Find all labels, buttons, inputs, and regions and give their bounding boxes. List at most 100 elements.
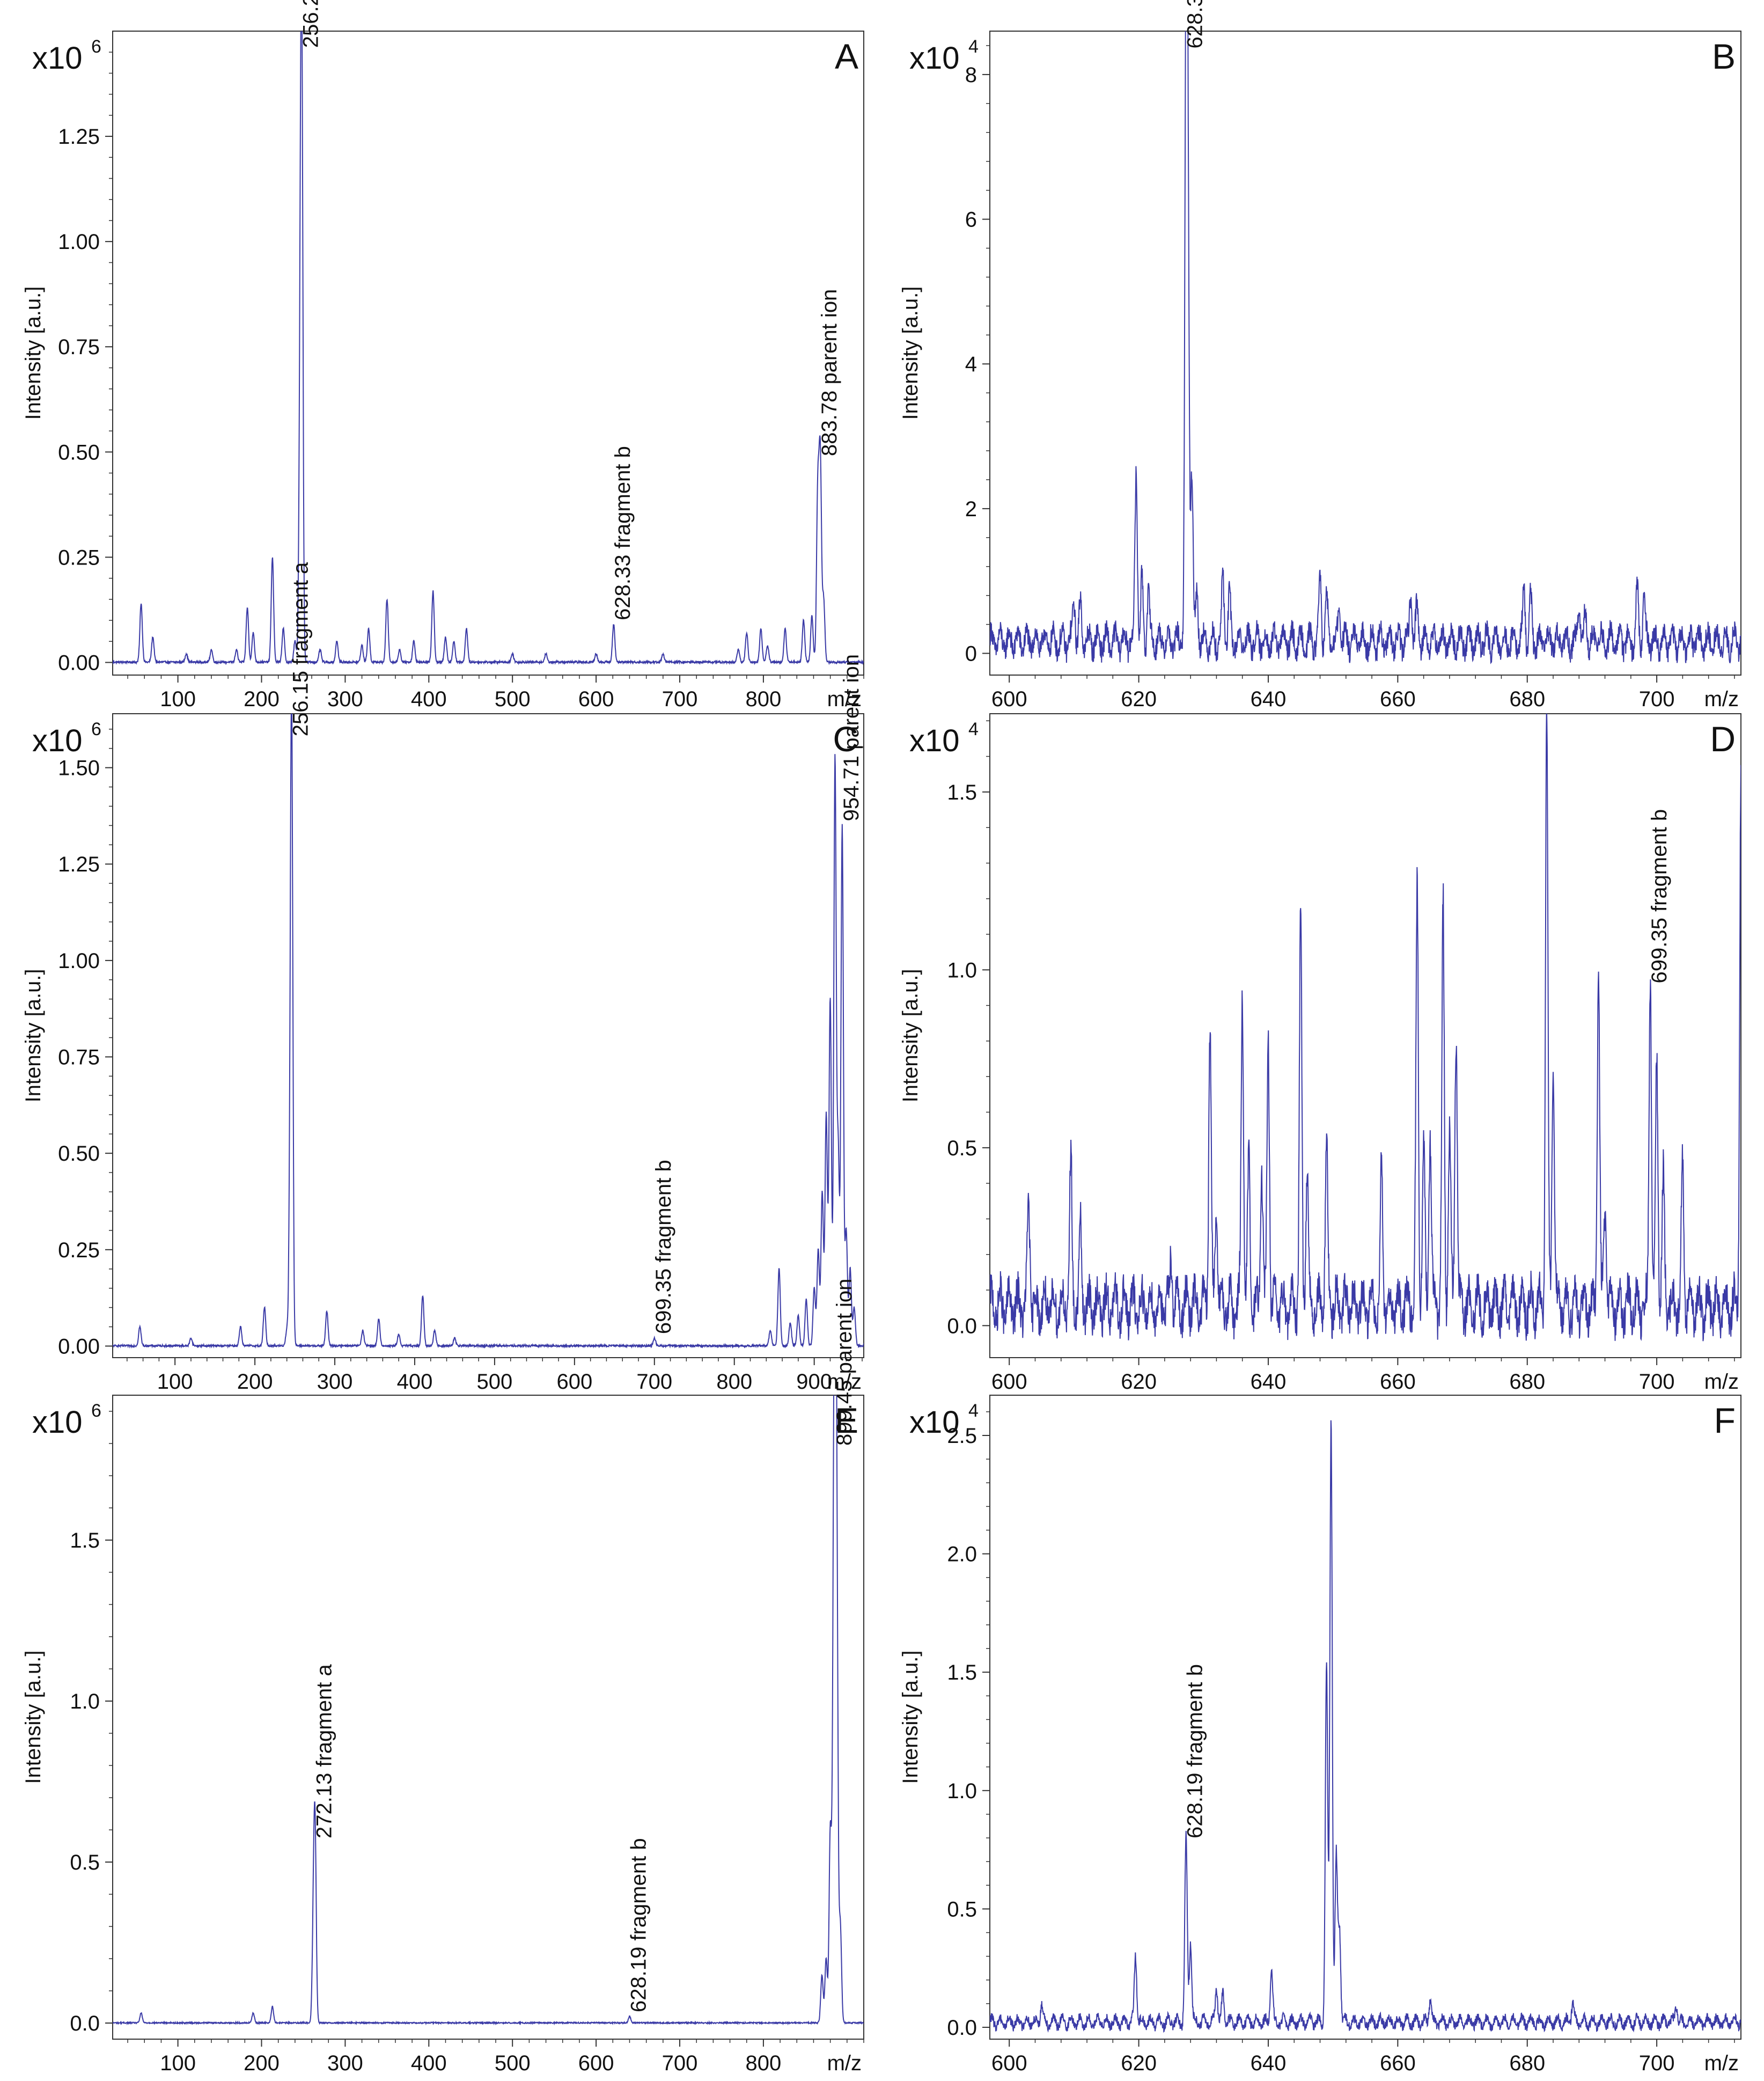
- spectrum-trace: [990, 1420, 1741, 2033]
- x-tick-label: 640: [1251, 687, 1287, 711]
- x-tick-label: 660: [1380, 1370, 1416, 1394]
- x-tick-label: 600: [578, 2051, 614, 2075]
- y-tick-label: 0.50: [58, 1142, 100, 1166]
- x-axis-label: m/z: [1704, 687, 1739, 711]
- x-tick-label: 100: [157, 1370, 193, 1394]
- peak-annotation: 699.35 fragment b: [1648, 809, 1671, 984]
- y-axis-label: Intensity [a.u.]: [899, 286, 922, 420]
- peak-annotation: 272.13 fragment a: [312, 1664, 336, 1838]
- peak-annotation: 256.15 fragment a: [289, 562, 313, 736]
- y-tick-label: 0.75: [58, 1046, 100, 1069]
- x-tick-label: 100: [160, 687, 196, 711]
- peak-annotation: 256.26 fragment a: [299, 0, 322, 48]
- y-tick-label: 1.50: [58, 757, 100, 780]
- y-tick-label: 2.0: [947, 1543, 977, 1566]
- panel-F: 600 620 640 660 680 700 0.0 0.5 1.0 1.5 2.0 2.5 Inte…: [899, 1395, 1741, 2075]
- x-tick-label: 300: [327, 2051, 363, 2075]
- x-tick-label: 680: [1509, 2051, 1545, 2075]
- x-tick-label: 600: [991, 687, 1027, 711]
- x-tick-label: 700: [662, 687, 698, 711]
- x-tick-label: 400: [411, 687, 447, 711]
- panel-A: 100 200 300 400 500 600 700 800 0.00 0.25 0.50 0.75…: [21, 0, 864, 711]
- y-tick-label: 0.00: [58, 1335, 100, 1358]
- y-tick-label: 1.5: [70, 1529, 100, 1552]
- peak-annotation: 899.45 parent ion: [833, 1279, 856, 1446]
- y-tick-label: 1.00: [58, 949, 100, 973]
- axis-multiplier-exponent: 4: [968, 36, 979, 57]
- y-axis-label: Intensity [a.u.]: [899, 969, 922, 1102]
- y-tick-label: 1.0: [70, 1690, 100, 1713]
- x-tick-label: 600: [991, 2051, 1027, 2075]
- x-tick-label: 500: [477, 1370, 513, 1394]
- peak-annotation: 699.35 fragment b: [652, 1160, 675, 1334]
- plot-frame: [989, 1395, 1741, 2040]
- y-tick-label: 1.00: [58, 230, 100, 254]
- y-tick-label: 0.50: [58, 441, 100, 464]
- y-tick-label: 4: [965, 353, 977, 376]
- y-axis-label: Intensity [a.u.]: [899, 1650, 922, 1784]
- x-tick-label: 200: [237, 1370, 273, 1394]
- spectrum-trace: [990, 714, 1741, 1342]
- plot-frame: [989, 713, 1741, 1358]
- x-tick-label: 660: [1380, 2051, 1416, 2075]
- x-tick-label: 400: [397, 1370, 433, 1394]
- x-tick-label: 640: [1251, 2051, 1287, 2075]
- plot-frame: [989, 31, 1741, 676]
- y-tick-label: 0: [965, 642, 977, 666]
- x-tick-label: 500: [495, 2051, 531, 2075]
- axis-multiplier-exponent: 4: [968, 1401, 979, 1421]
- y-tick-label: 0.0: [70, 2012, 100, 2035]
- x-tick-label: 620: [1121, 687, 1157, 711]
- x-axis-label: m/z: [827, 687, 862, 711]
- x-tick-label: 800: [746, 2051, 782, 2075]
- axis-multiplier: x10: [32, 1405, 83, 1440]
- y-tick-label: 2: [965, 497, 977, 521]
- axis-multiplier: x10: [909, 723, 960, 758]
- y-tick-label: 2.5: [947, 1424, 977, 1448]
- x-tick-label: 680: [1509, 1370, 1545, 1394]
- x-axis-label: m/z: [827, 1370, 862, 1394]
- peak-annotation: 628.33 fragment b: [1184, 0, 1207, 48]
- x-tick-label: 640: [1251, 1370, 1287, 1394]
- y-tick-label: 0.0: [947, 2016, 977, 2040]
- x-tick-label: 620: [1121, 2051, 1157, 2075]
- x-tick-label: 300: [317, 1370, 353, 1394]
- plot-frame: [112, 713, 864, 1358]
- x-tick-label: 700: [662, 2051, 698, 2075]
- x-tick-label: 600: [556, 1370, 592, 1394]
- peak-annotation: 628.19 fragment b: [627, 1838, 650, 2012]
- y-tick-label: 0.5: [947, 1897, 977, 1921]
- y-tick-label: 1.5: [947, 781, 977, 804]
- axis-multiplier-exponent: 6: [91, 36, 101, 57]
- y-tick-label: 0.25: [58, 1239, 100, 1262]
- axis-multiplier-exponent: 6: [91, 1401, 101, 1421]
- x-tick-label: 660: [1380, 687, 1416, 711]
- axis-multiplier-exponent: 4: [968, 719, 979, 739]
- axis-multiplier: x10: [909, 1405, 960, 1440]
- x-tick-label: 700: [636, 1370, 672, 1394]
- panel-letter: E: [835, 1401, 858, 1440]
- panel-letter: A: [835, 36, 858, 76]
- y-axis-label: Intensity [a.u.]: [21, 286, 45, 420]
- x-tick-label: 800: [746, 687, 782, 711]
- peak-annotation: 883.78 parent ion: [818, 289, 841, 456]
- x-axis-label: m/z: [827, 2051, 862, 2075]
- spectrum-trace: [113, 31, 864, 665]
- axis-multiplier-exponent: 6: [91, 719, 101, 739]
- y-tick-label: 6: [965, 208, 977, 232]
- axis-multiplier: x10: [32, 723, 83, 758]
- x-tick-label: 700: [1639, 687, 1675, 711]
- y-tick-label: 1.25: [58, 853, 100, 876]
- axis-multiplier: x10: [32, 41, 83, 76]
- peak-annotation: 628.33 fragment b: [611, 446, 635, 620]
- x-axis-label: m/z: [1704, 1370, 1739, 1394]
- y-tick-label: 8: [965, 63, 977, 87]
- plot-frame: [112, 31, 864, 676]
- y-tick-label: 0.75: [58, 335, 100, 359]
- y-tick-label: 0.5: [947, 1137, 977, 1160]
- panel-letter: B: [1712, 36, 1736, 76]
- y-tick-label: 0.25: [58, 546, 100, 569]
- x-tick-label: 200: [244, 2051, 280, 2075]
- y-axis-label: Intensity [a.u.]: [21, 969, 45, 1102]
